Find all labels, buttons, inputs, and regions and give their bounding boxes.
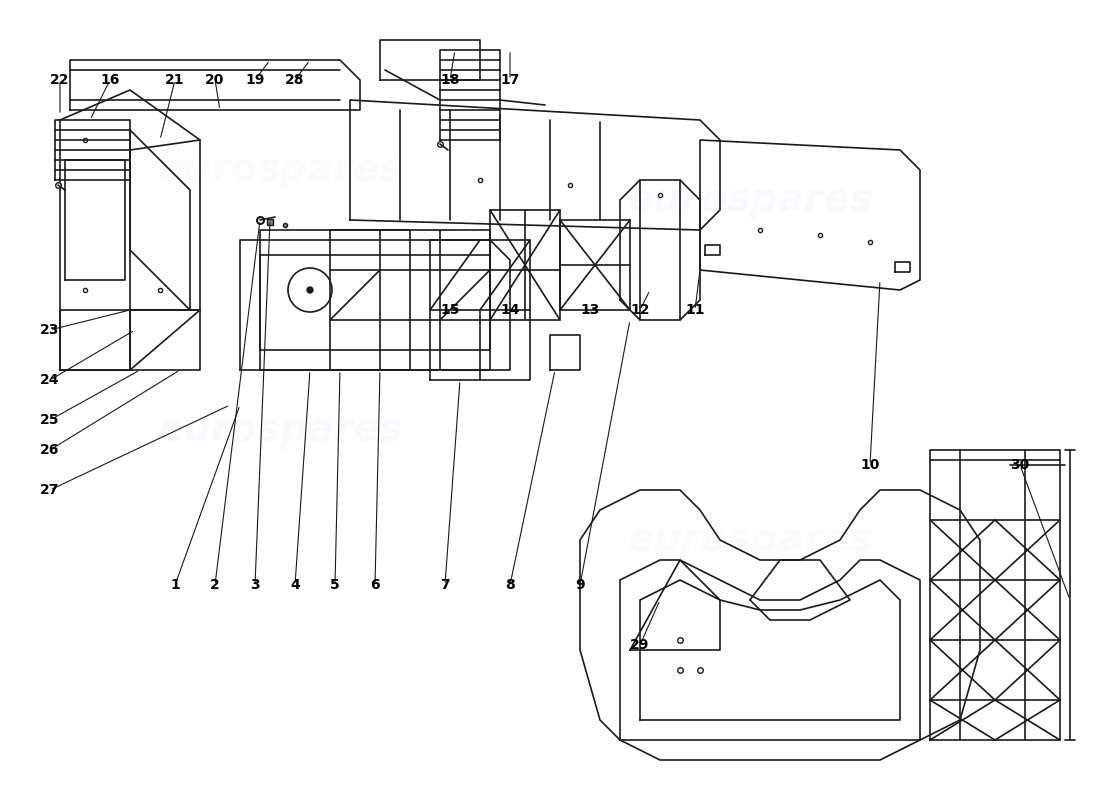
Text: 6: 6 — [371, 578, 380, 592]
Text: 15: 15 — [440, 303, 460, 317]
Circle shape — [307, 287, 314, 293]
Text: 22: 22 — [51, 73, 69, 87]
Text: 23: 23 — [41, 323, 59, 337]
Text: 4: 4 — [290, 578, 300, 592]
Text: 17: 17 — [500, 73, 519, 87]
Text: 16: 16 — [100, 73, 120, 87]
Text: 29: 29 — [630, 638, 650, 652]
Text: 7: 7 — [440, 578, 450, 592]
Text: eurospares: eurospares — [157, 411, 403, 449]
Text: 18: 18 — [440, 73, 460, 87]
Text: 14: 14 — [500, 303, 519, 317]
Text: 9: 9 — [575, 578, 585, 592]
Text: 11: 11 — [685, 303, 705, 317]
Text: 25: 25 — [41, 413, 59, 427]
Text: 1: 1 — [170, 578, 180, 592]
Text: 2: 2 — [210, 578, 220, 592]
Text: eurospares: eurospares — [627, 181, 873, 219]
Text: 27: 27 — [41, 483, 59, 497]
Text: 19: 19 — [245, 73, 265, 87]
Text: eurospares: eurospares — [157, 151, 403, 189]
Text: 10: 10 — [860, 458, 880, 472]
Text: 28: 28 — [285, 73, 305, 87]
Text: 8: 8 — [505, 578, 515, 592]
Text: 26: 26 — [41, 443, 59, 457]
Text: 5: 5 — [330, 578, 340, 592]
Text: eurospares: eurospares — [627, 521, 873, 559]
Text: 24: 24 — [41, 373, 59, 387]
Text: 3: 3 — [250, 578, 260, 592]
Text: 30: 30 — [1011, 458, 1030, 472]
Text: 20: 20 — [206, 73, 224, 87]
Text: 21: 21 — [165, 73, 185, 87]
Text: 12: 12 — [630, 303, 650, 317]
Text: 13: 13 — [581, 303, 600, 317]
